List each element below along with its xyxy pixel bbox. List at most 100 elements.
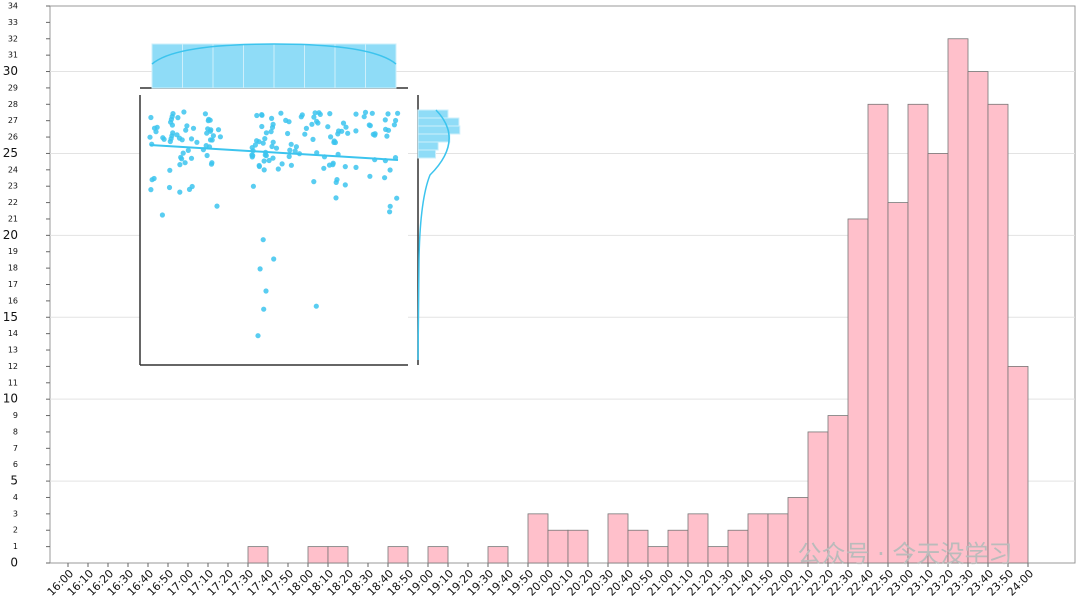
inset-point [382, 175, 388, 181]
inset-point [263, 288, 269, 294]
y-tick-label: 3 [13, 509, 18, 518]
y-tick-label: 10 [3, 392, 18, 406]
y-tick-label: 32 [8, 34, 18, 43]
bar [1007, 366, 1029, 564]
inset-point [252, 142, 258, 148]
inset-point [343, 124, 349, 130]
y-tick-label: 9 [13, 411, 18, 420]
inset-point [370, 131, 376, 137]
bar [707, 546, 729, 564]
inset-point [299, 112, 305, 118]
bar [927, 153, 949, 564]
inset-hist-bar [304, 43, 336, 89]
inset-point [293, 144, 299, 150]
inset-point [262, 152, 268, 158]
inset-point [148, 114, 154, 121]
inset-point [303, 125, 309, 131]
inset-point [262, 136, 268, 142]
y-tick-label: 13 [8, 346, 18, 355]
inset-point [288, 162, 294, 168]
inset-point [256, 162, 262, 169]
inset-point [393, 117, 399, 124]
bar [687, 513, 709, 564]
bar [947, 38, 969, 564]
inset-point [161, 136, 167, 142]
inset-point [302, 131, 308, 137]
inset-point [250, 183, 256, 189]
y-tick-label: 14 [8, 329, 18, 338]
inset-hist-bar [417, 109, 449, 119]
inset-point [328, 134, 334, 140]
y-tick-label: 24 [8, 165, 18, 174]
inset-point [275, 166, 281, 172]
inset-point [310, 136, 316, 142]
inset-point [317, 111, 323, 117]
bar [967, 71, 989, 564]
inset-hist-bar [334, 43, 366, 89]
inset-point [217, 134, 223, 140]
inset-point [382, 117, 388, 123]
y-tick-label: 21 [8, 214, 18, 223]
inset-point [189, 183, 195, 190]
y-tick-label: 6 [13, 460, 18, 469]
inset-point [283, 117, 289, 123]
inset-point [209, 160, 215, 166]
inset-point [159, 212, 165, 218]
y-tick-label: 23 [8, 182, 18, 191]
inset-kde [151, 43, 397, 65]
inset-point [178, 154, 184, 160]
inset-point [204, 130, 210, 136]
bar [667, 529, 689, 564]
inset-point [269, 143, 275, 150]
inset-point [214, 203, 220, 209]
inset-point [259, 123, 265, 130]
inset-point [309, 121, 315, 127]
y-tick-label: 34 [8, 2, 18, 11]
inset-point [362, 109, 369, 115]
inset-point [261, 167, 267, 173]
inset-point [260, 237, 266, 243]
inset-point [391, 122, 397, 128]
inset-point [321, 165, 327, 171]
y-tick-label: 26 [8, 133, 18, 142]
inset-point [203, 143, 209, 149]
inset-point [180, 150, 186, 156]
y-tick-label: 19 [8, 247, 18, 256]
bar [907, 103, 929, 564]
inset-point [270, 155, 276, 161]
inset-point [184, 123, 190, 129]
inset-point [177, 189, 183, 195]
inset-point [207, 117, 213, 123]
inset-point [384, 133, 390, 139]
inset-point [279, 161, 285, 167]
inset-point [278, 110, 284, 116]
inset-point [315, 120, 321, 126]
y-tick-label: 8 [13, 427, 18, 436]
bar [547, 529, 569, 564]
inset-point [167, 167, 173, 173]
inset-hist-bar [417, 149, 437, 159]
inset-point [208, 127, 214, 133]
y-tick-label: 16 [8, 296, 18, 305]
inset-hist-bar [243, 43, 275, 89]
watermark: 公众号 · 今天没学习 [798, 540, 1013, 568]
inset-point [311, 179, 317, 185]
bar [327, 546, 349, 564]
inset-point [254, 112, 260, 119]
y-tick-label: 2 [13, 526, 18, 535]
bar [427, 546, 449, 564]
y-tick-label: 30 [3, 64, 18, 78]
inset-hist-bar [151, 43, 183, 89]
inset-hist-bar [417, 141, 439, 151]
inset-bg [140, 95, 408, 365]
inset-point [387, 203, 393, 209]
inset-point [326, 162, 333, 168]
inset-point [292, 148, 298, 154]
inset-point [369, 110, 375, 116]
inset-point [387, 167, 393, 173]
inset-hist-bar [182, 43, 214, 89]
bar [767, 513, 789, 564]
inset-point [273, 145, 280, 151]
inset-point [353, 128, 359, 134]
inset-point [336, 128, 342, 134]
